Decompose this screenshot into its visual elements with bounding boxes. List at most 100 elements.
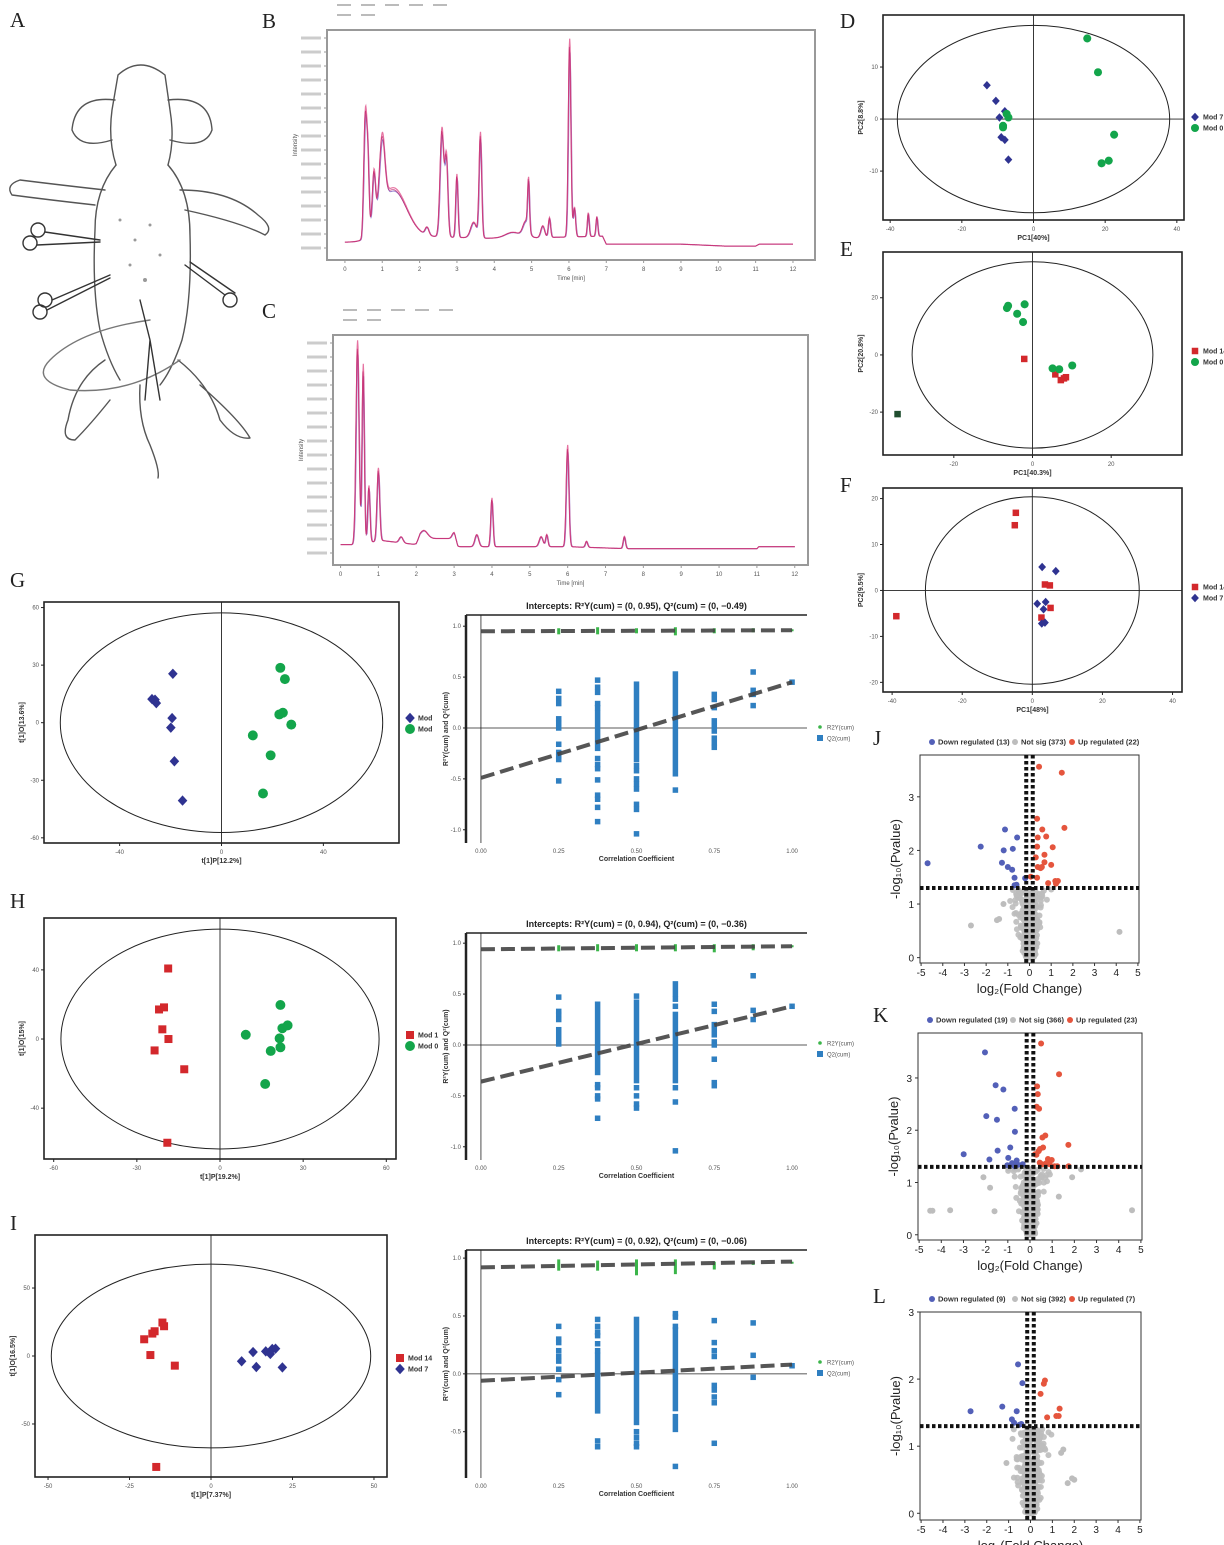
y-tick-label-blurred	[307, 481, 327, 485]
q2-point	[711, 744, 718, 751]
q2-point	[555, 1376, 562, 1383]
legend-marker	[1191, 593, 1199, 603]
x-tick-label: 2	[1071, 1525, 1077, 1536]
q2-point	[594, 777, 601, 783]
plot-title: Intercepts: R²Y(cum) = (0, 0.92), Q²(cum…	[526, 1236, 747, 1246]
x-tick-label: 0.75	[708, 1484, 720, 1490]
up-regulated-point	[1034, 815, 1041, 822]
y-tick-label: -1.0	[451, 1145, 462, 1151]
data-point-square	[164, 1035, 173, 1044]
y-tick-label: 0	[36, 721, 40, 727]
panel-f-score-plot: -40 -20 0 20 40 -20 -10 0 10 20 PC1[48%] PC2[9.5%] M…	[858, 487, 1224, 714]
x-tick-label: -40	[115, 850, 124, 856]
x-axis-label: t[1]P[12.2%]	[201, 858, 241, 865]
y-tick-label: -10	[869, 169, 878, 175]
data-point-diamond	[236, 1356, 247, 1367]
y-tick-label: 0.5	[453, 675, 462, 681]
y-axis-label: R²Y(cum) and Q²(cum)	[443, 1009, 450, 1083]
y-tick-label: 0.0	[453, 726, 462, 732]
q2-regression-line	[480, 680, 793, 780]
data-point-diamond	[177, 795, 188, 806]
y-tick-label: 20	[871, 296, 878, 302]
x-tick-label: 6	[567, 267, 571, 273]
down-regulated-point	[1005, 1154, 1012, 1161]
q2-point	[555, 753, 562, 760]
y-tick-label: -0.5	[451, 1094, 462, 1100]
q2-point	[594, 1329, 601, 1335]
legend-label: Mod 7	[1203, 115, 1223, 122]
legend-marker-up	[1069, 1296, 1075, 1302]
rat-head-outline	[109, 64, 173, 166]
q2-point-cluster	[594, 1352, 601, 1414]
y-tick-label: 2	[908, 846, 914, 857]
y-tick-label: 1	[908, 1442, 914, 1453]
q2-point-cluster	[594, 709, 601, 752]
down-regulated-point	[986, 1156, 993, 1163]
q2-point	[594, 704, 601, 711]
x-tick-label: 1	[1048, 968, 1054, 979]
panel-i-permutation-plot: Intercepts: R²Y(cum) = (0, 0.92), Q²(cum…	[443, 1236, 854, 1498]
data-point-diamond	[1041, 597, 1050, 607]
legend-label-down: Down regulated (13)	[938, 738, 1010, 747]
up-regulated-point	[1040, 1380, 1047, 1387]
up-regulated-point	[1034, 874, 1041, 881]
q2-point	[711, 1039, 718, 1045]
q2-point-cluster	[672, 671, 679, 777]
legend-label-q2: Q2(cum)	[827, 1053, 850, 1059]
x-tick-label: -4	[939, 1525, 948, 1536]
y-tick-label: 0	[875, 117, 879, 123]
r2y-point	[635, 628, 638, 634]
legend-label: Mod 1	[418, 1033, 438, 1040]
q2-point	[711, 1347, 718, 1354]
up-regulated-point	[1044, 1414, 1051, 1421]
panel-label-i: I	[10, 1211, 17, 1235]
x-tick-label: 1	[381, 267, 385, 273]
q2-point	[594, 1115, 601, 1122]
not-sig-point	[1040, 1179, 1047, 1186]
data-point-square	[160, 1003, 169, 1012]
x-tick-label: 4	[490, 572, 494, 578]
down-regulated-point	[1009, 1160, 1016, 1167]
data-point-circle	[1020, 300, 1029, 309]
not-sig-point	[1058, 1449, 1065, 1456]
not-sig-point	[1019, 899, 1026, 906]
q2-point	[711, 1339, 718, 1346]
down-regulated-point	[1001, 826, 1008, 833]
q2-point	[711, 1079, 718, 1086]
x-tick-label: 0	[339, 572, 343, 578]
q2-point	[594, 1347, 601, 1354]
legend-marker	[405, 712, 415, 724]
not-sig-point	[1009, 1435, 1016, 1442]
x-tick-label: -3	[960, 968, 969, 979]
y-tick-label: 20	[871, 497, 878, 503]
incision-dots	[118, 218, 162, 282]
data-point-diamond	[1004, 155, 1013, 164]
legend-swatch	[385, 4, 399, 6]
y-tick-label: -20	[869, 680, 878, 686]
data-point-square	[170, 1361, 179, 1370]
data-point-diamond	[265, 1348, 276, 1360]
q2-point	[555, 688, 562, 695]
y-tick-label-blurred	[307, 523, 327, 527]
not-sig-point	[1017, 1430, 1024, 1437]
data-point-diamond	[995, 113, 1004, 122]
data-point-diamond	[983, 81, 991, 90]
x-tick-label: 0	[1027, 968, 1033, 979]
legend-label-r2y: R2Y(cum)	[827, 726, 854, 732]
y-tick-label-blurred	[307, 425, 327, 429]
data-point-circle	[1083, 34, 1092, 43]
q2-point	[750, 1320, 756, 1326]
q2-point	[594, 792, 601, 798]
up-regulated-point	[1045, 880, 1052, 887]
y-tick-label-blurred	[301, 134, 321, 138]
not-sig-point	[1045, 1169, 1052, 1176]
y-axis-label: -log₁₀(Pvalue)	[888, 1376, 903, 1456]
up-regulated-point	[1056, 1071, 1063, 1078]
data-point-square	[893, 612, 900, 620]
panel-label-a: A	[10, 8, 26, 32]
x-tick-label: 10	[715, 267, 722, 273]
legend-label: Mod 14	[408, 1356, 432, 1363]
y-tick-label: 2	[908, 1375, 914, 1386]
rat-ear-left	[71, 98, 116, 144]
legend-marker	[405, 724, 415, 734]
